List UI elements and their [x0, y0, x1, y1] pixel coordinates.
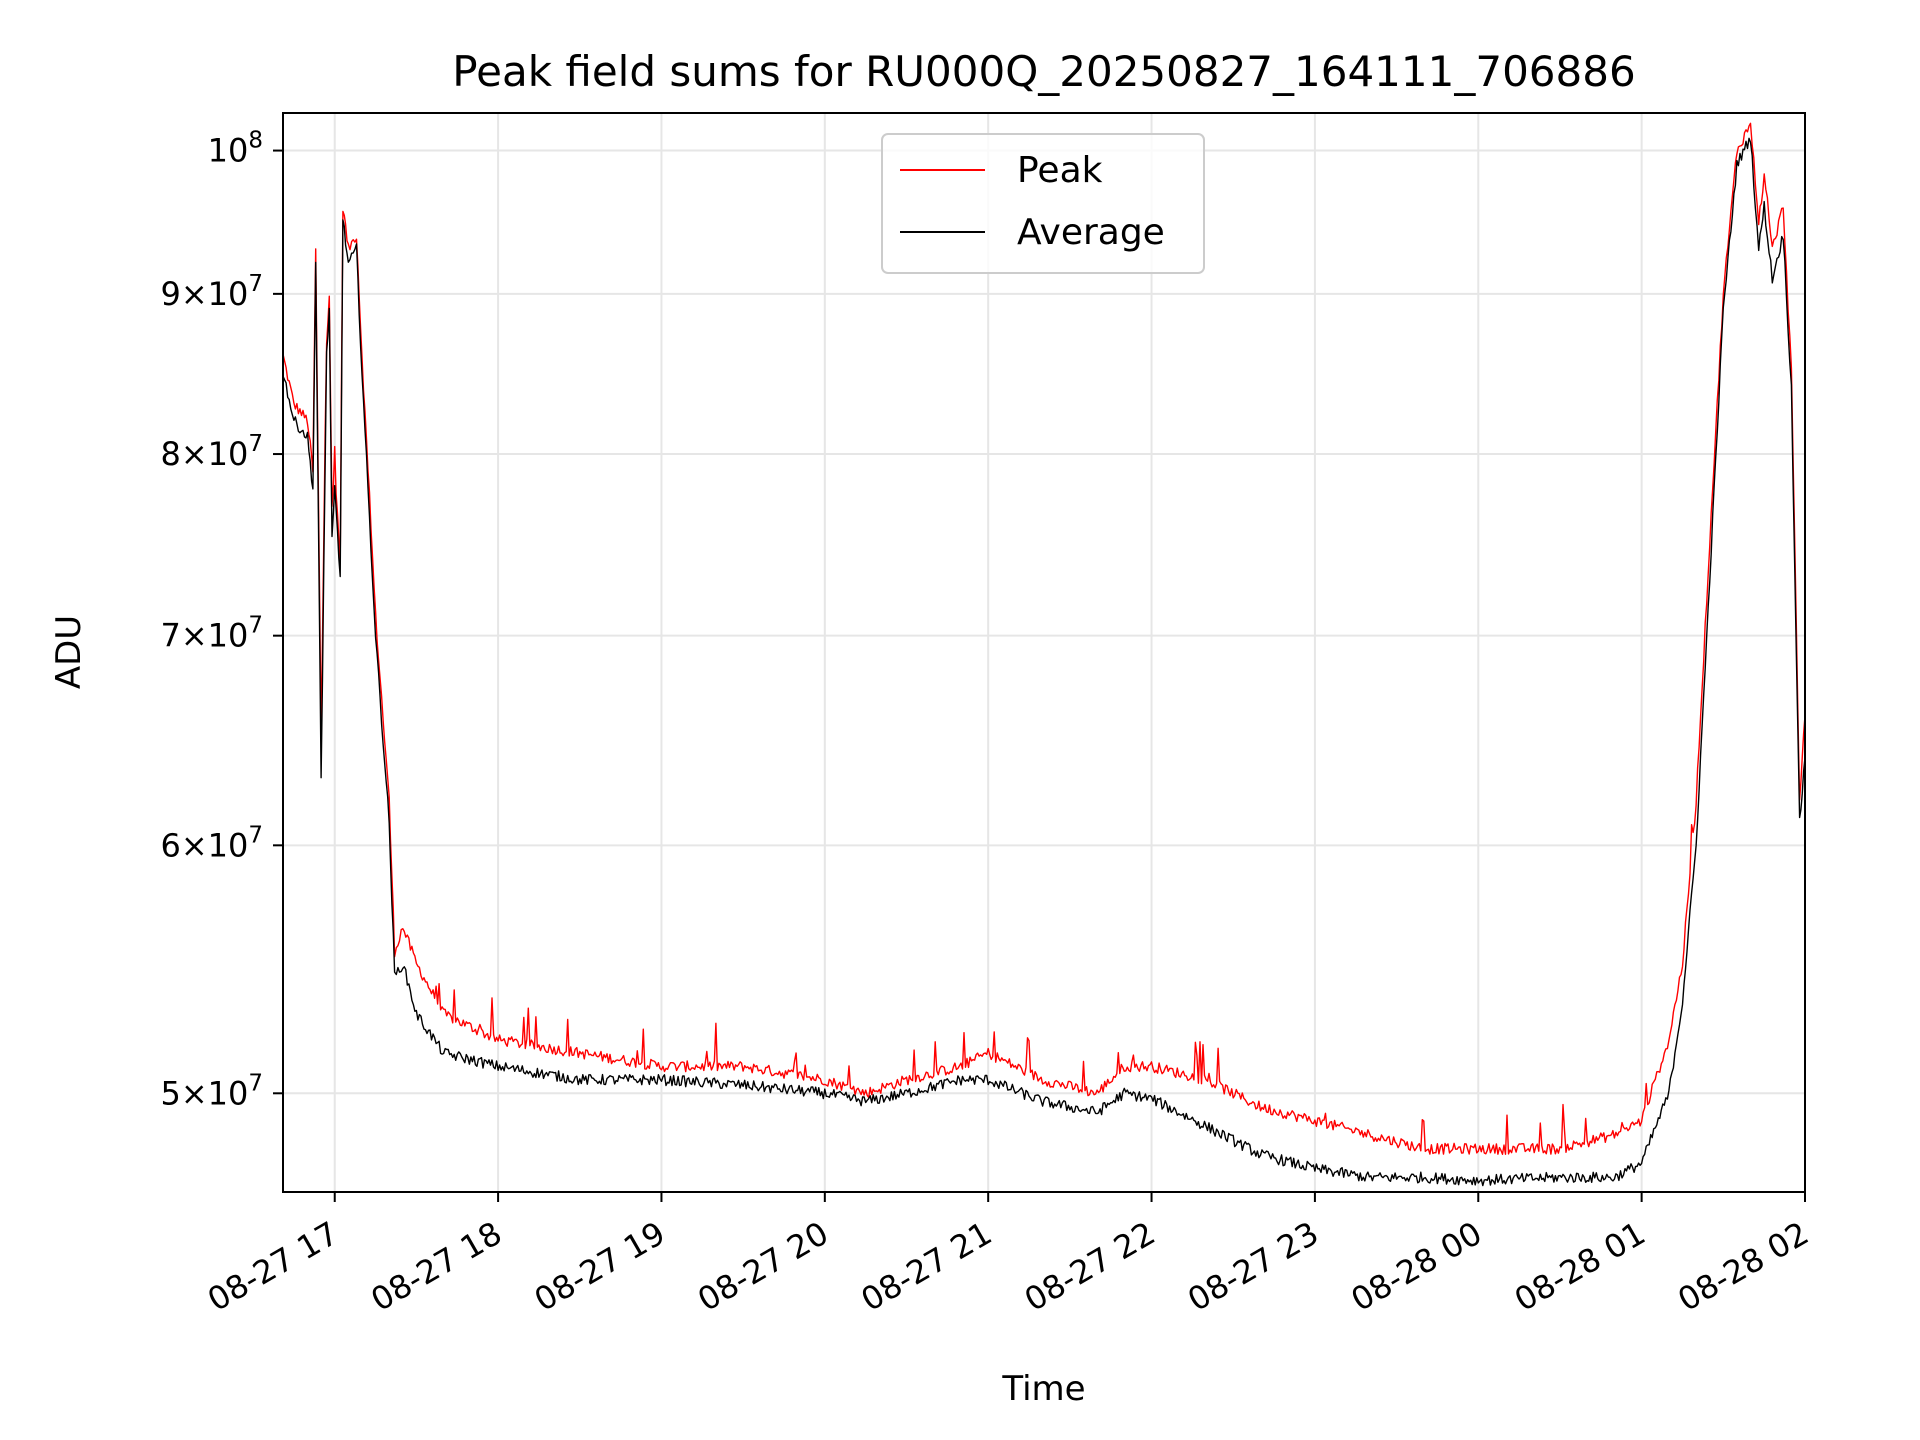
y-tick-label: 8×107: [160, 431, 263, 473]
y-tick-label: 6×107: [160, 822, 263, 864]
y-axis: 5×107 6×107 7×107 8×107 9×107 108: [160, 128, 283, 1112]
plot-area: [283, 122, 1805, 1187]
plot-frame: [282, 112, 1806, 1193]
legend-average-label: Average: [1017, 212, 1165, 253]
series-layer: [283, 122, 1805, 1187]
y-tick-label: 9×107: [160, 271, 263, 313]
y-tick-label: 108: [208, 128, 263, 170]
chart-title: Peak field sums for RU000Q_20250827_1641…: [452, 47, 1635, 96]
legend-peak-label: Peak: [1017, 150, 1103, 191]
x-axis-label: Time: [1001, 1369, 1085, 1409]
y-tick-label: 5×107: [160, 1070, 263, 1112]
legend: Peak Average: [881, 133, 1205, 274]
series-line-peak: [283, 122, 1805, 1155]
y-axis-label: ADU: [49, 615, 89, 689]
legend-box: [881, 133, 1205, 274]
series-line-average: [283, 137, 1805, 1187]
y-tick-label: 7×107: [160, 613, 263, 655]
